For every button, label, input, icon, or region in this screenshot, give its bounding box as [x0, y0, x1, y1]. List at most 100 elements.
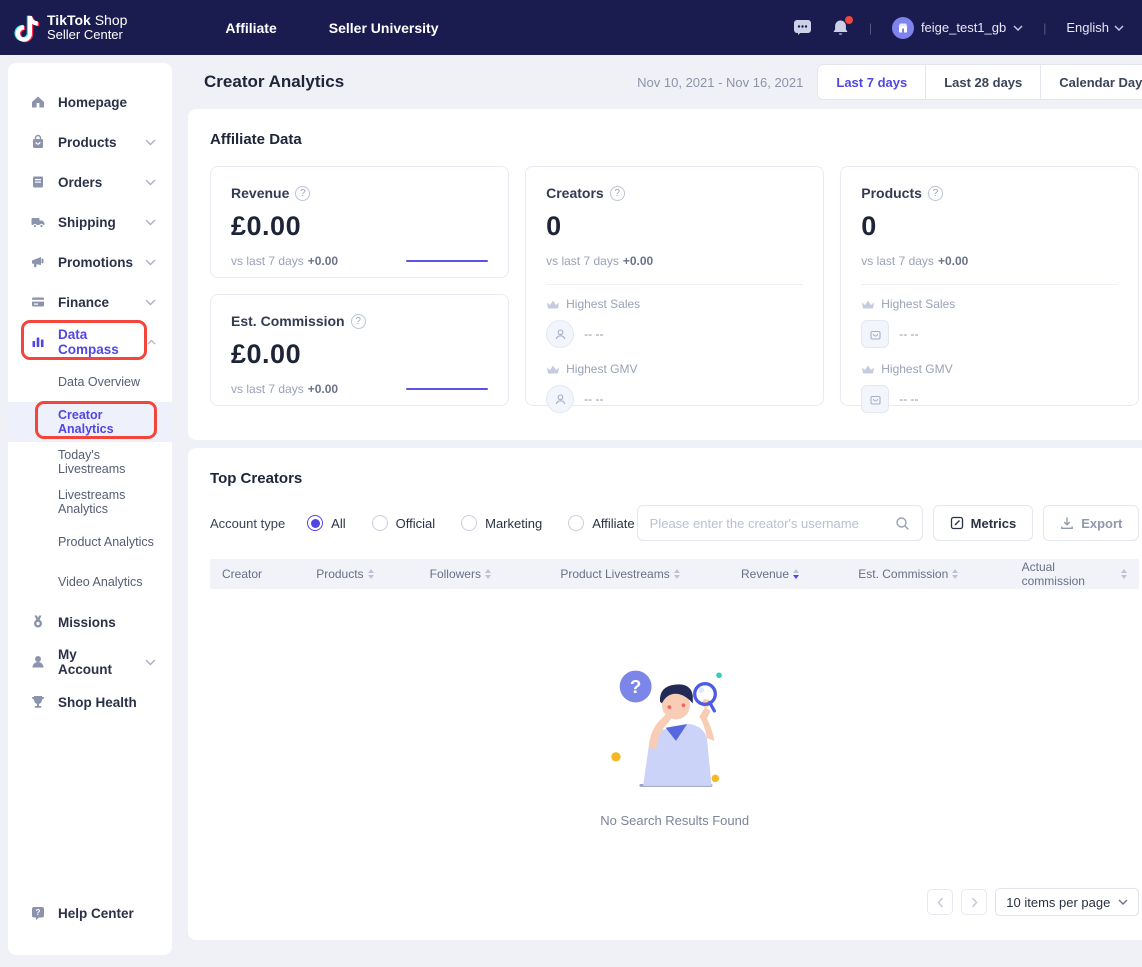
notification-badge — [844, 15, 853, 24]
compare-value: +0.00 — [622, 254, 654, 268]
bag-icon — [870, 395, 881, 405]
column-header-products[interactable]: Products — [316, 567, 429, 581]
tiktok-shop-logo[interactable]: TikTok Shop Seller Center — [14, 11, 128, 43]
range-calendar-day-button[interactable]: Calendar Day — [1041, 64, 1142, 100]
avatar — [891, 16, 914, 39]
highest-sales-label: Highest Sales — [881, 297, 956, 311]
logo-shop: Shop — [94, 11, 128, 28]
language-selector[interactable]: English — [1066, 20, 1124, 35]
sidebar-item-shop-health[interactable]: Shop Health — [8, 682, 172, 722]
sort-icon-active-desc[interactable] — [793, 569, 800, 579]
highest-gmv-label: Highest GMV — [881, 362, 953, 376]
sidebar-subitem-todays-livestreams[interactable]: Today's Livestreams — [8, 442, 172, 482]
compare-label: vs last 7 days — [546, 254, 619, 268]
card-icon — [32, 297, 44, 307]
items-per-page-select[interactable]: 10 items per page — [995, 888, 1140, 916]
username: feige_test1_gb — [920, 20, 1007, 35]
bar-chart-icon — [32, 337, 44, 347]
table-header-row: Creator Products Followers Product Lives… — [210, 559, 1140, 589]
chevron-down-icon — [1013, 24, 1023, 31]
creators-label: Creators — [546, 185, 604, 201]
sort-icon[interactable] — [952, 569, 959, 579]
export-button-label: Export — [1081, 515, 1123, 531]
highest-sales-value: -- -- — [899, 327, 919, 341]
sidebar-subitem-video-analytics[interactable]: Video Analytics — [8, 562, 172, 602]
sidebar-item-promotions[interactable]: Promotions — [8, 242, 172, 282]
sidebar-subitem-product-analytics[interactable]: Product Analytics — [8, 522, 172, 562]
creator-avatar-placeholder — [546, 320, 575, 348]
sidebar-item-missions[interactable]: Missions — [8, 602, 172, 642]
est-commission-label: Est. Commission — [231, 313, 345, 329]
revenue-card: Revenue ? £0.00 vs last 7 days +0.00 — [210, 166, 510, 278]
range-last-7-days-button[interactable]: Last 7 days — [817, 64, 927, 100]
chevron-down-icon — [145, 179, 156, 185]
search-icon[interactable] — [895, 516, 910, 531]
radio-marketing[interactable]: Marketing — [461, 515, 542, 531]
sidebar-item-label: Homepage — [58, 94, 128, 110]
column-header-est-commission[interactable]: Est. Commission — [858, 567, 1021, 581]
nav-seller-university[interactable]: Seller University — [328, 19, 439, 36]
help-icon: ? — [32, 907, 44, 920]
sort-icon[interactable] — [484, 569, 491, 579]
account-menu[interactable]: feige_test1_gb — [891, 16, 1023, 39]
sidebar-item-orders[interactable]: Orders — [8, 162, 172, 202]
main-content: Creator Analytics Nov 10, 2021 - Nov 16,… — [180, 55, 1142, 967]
help-tooltip-icon[interactable]: ? — [609, 185, 625, 201]
help-tooltip-icon[interactable]: ? — [350, 313, 366, 329]
sort-icon[interactable] — [673, 569, 680, 579]
crown-icon — [547, 365, 560, 373]
notifications-icon[interactable] — [832, 15, 853, 37]
column-header-product-livestreams[interactable]: Product Livestreams — [560, 567, 741, 581]
sidebar-subitem-label: Product Analytics — [58, 535, 154, 549]
help-tooltip-icon[interactable]: ? — [295, 185, 311, 201]
column-header-followers[interactable]: Followers — [430, 567, 561, 581]
creator-search-input[interactable] — [649, 515, 887, 531]
sidebar-subitem-data-overview[interactable]: Data Overview — [8, 362, 172, 402]
sidebar-item-shipping[interactable]: Shipping — [8, 202, 172, 242]
radio-all[interactable]: All — [307, 515, 346, 531]
sidebar-item-finance[interactable]: Finance — [8, 282, 172, 322]
no-results-illustration: ? — [610, 670, 722, 787]
help-tooltip-icon[interactable]: ? — [927, 185, 943, 201]
highest-gmv-label: Highest GMV — [566, 362, 638, 376]
products-card: Products ? 0 vs last 7 days +0.00 Highes… — [840, 166, 1140, 413]
messages-icon[interactable] — [793, 19, 812, 36]
metrics-button[interactable]: Metrics — [932, 505, 1034, 541]
megaphone-icon — [32, 257, 44, 268]
sort-icon[interactable] — [367, 569, 374, 579]
column-header-revenue[interactable]: Revenue — [741, 567, 858, 581]
top-nav: Affiliate Seller University — [225, 20, 438, 36]
sidebar-item-data-compass[interactable]: Data Compass — [8, 322, 172, 362]
sort-icon[interactable] — [1121, 569, 1128, 579]
radio-affiliate[interactable]: Affiliate — [568, 515, 635, 531]
column-header-actual-commission[interactable]: Actual commission — [1022, 560, 1128, 588]
nav-affiliate[interactable]: Affiliate — [225, 19, 277, 36]
bag-icon — [870, 330, 881, 340]
sidebar-item-label: Products — [58, 134, 117, 150]
previous-page-button[interactable] — [927, 889, 954, 915]
radio-button-icon — [371, 515, 388, 531]
tiktok-note-icon — [14, 15, 39, 42]
logo-text: TikTok Shop Seller Center — [47, 11, 128, 43]
sidebar-item-label: Shop Health — [58, 694, 137, 710]
page-header: Creator Analytics Nov 10, 2021 - Nov 16,… — [188, 55, 1142, 109]
sidebar-subitem-livestreams-analytics[interactable]: Livestreams Analytics — [8, 482, 172, 522]
creator-search-box — [636, 505, 923, 541]
range-last-28-days-button[interactable]: Last 28 days — [926, 64, 1042, 100]
top-creators-title: Top Creators — [210, 470, 303, 487]
trophy-icon — [31, 696, 45, 708]
sidebar-subitem-creator-analytics[interactable]: Creator Analytics — [8, 402, 173, 442]
creator-avatar-placeholder — [546, 385, 575, 413]
radio-official[interactable]: Official — [371, 515, 435, 531]
sidebar-item-help-center[interactable]: ? Help Center — [8, 893, 172, 933]
chevron-right-icon — [971, 897, 978, 907]
download-icon — [1061, 517, 1074, 529]
sidebar-item-products[interactable]: Products — [8, 122, 172, 162]
sidebar-item-homepage[interactable]: Homepage — [8, 82, 172, 122]
next-page-button[interactable] — [961, 889, 988, 915]
empty-state-caption: No Search Results Found — [600, 813, 750, 828]
export-button[interactable]: Export — [1043, 505, 1140, 541]
affiliate-data-panel: Affiliate Data Revenue ? £0.00 vs last 7… — [188, 109, 1142, 440]
sidebar-item-my-account[interactable]: My Account — [8, 642, 172, 682]
person-icon — [555, 393, 565, 404]
